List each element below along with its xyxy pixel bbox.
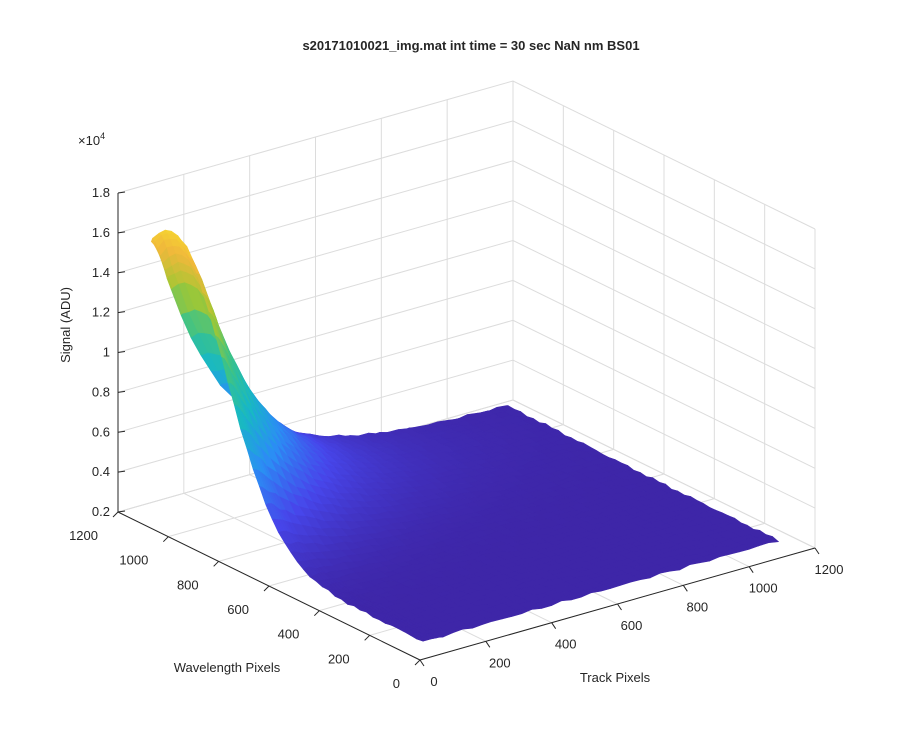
- z-axis-label: Signal (ADU): [58, 287, 73, 363]
- grid-line: [117, 160, 816, 310]
- y-tick-mark: [313, 610, 320, 617]
- x-tick-mark: [617, 603, 622, 611]
- grid-line: [117, 200, 816, 350]
- z-tick-mark: [117, 271, 126, 274]
- grid-line: [117, 80, 816, 230]
- grid-line: [117, 399, 816, 549]
- x-tick-mark: [419, 659, 425, 667]
- y-tick-label: 600: [227, 602, 249, 617]
- z-tick-mark: [117, 351, 126, 353]
- grid-line: [117, 279, 816, 429]
- x-tick-label: 600: [621, 618, 643, 633]
- z-tick-mark: [117, 231, 126, 234]
- z-tick-label: 0.2: [92, 504, 110, 519]
- x-tick-mark: [485, 641, 491, 648]
- surface-patch: [416, 638, 427, 642]
- y-tick-mark: [112, 511, 119, 518]
- z-tick-label: 1.2: [92, 305, 110, 320]
- y-tick-label: 200: [328, 651, 350, 666]
- z-tick-mark: [117, 191, 126, 194]
- x-axis-ticks: 0 200 400 600 800 1000 1200: [419, 547, 844, 689]
- z-tick-label: 1.8: [92, 185, 110, 200]
- x-tick-mark: [682, 585, 688, 592]
- y-tick-mark: [263, 585, 270, 592]
- z-axis-ticks: 0.2 0.4 0.6 0.8 1 1.2 1.4 1.6 1.8: [92, 185, 126, 519]
- z-tick-label: 1.6: [92, 225, 110, 240]
- z-tick-label: 1: [103, 345, 110, 360]
- z-scale-base: ×10: [78, 133, 100, 148]
- z-tick-label: 1.4: [92, 265, 110, 280]
- z-scale-exponent: 4: [100, 131, 105, 141]
- x-tick-mark: [748, 566, 754, 573]
- x-tick-label: 800: [686, 599, 708, 614]
- x-tick-label: 400: [555, 637, 577, 652]
- z-tick-label: 0.8: [92, 384, 110, 399]
- x-tick-label: 1200: [815, 562, 844, 577]
- chart-title: s20171010021_img.mat int time = 30 sec N…: [302, 38, 639, 53]
- grid-line: [117, 120, 816, 270]
- z-tick-label: 0.6: [92, 424, 110, 439]
- z-tick-mark: [117, 311, 126, 314]
- y-tick-label: 400: [278, 627, 300, 642]
- y-tick-label: 1000: [119, 553, 148, 568]
- y-axis-label: Wavelength Pixels: [174, 660, 281, 675]
- z-tick-mark: [117, 430, 126, 433]
- z-tick-mark: [117, 470, 126, 473]
- y-tick-mark: [414, 659, 421, 666]
- grid-line: [117, 239, 816, 389]
- x-tick-mark: [551, 622, 557, 629]
- y-tick-mark: [364, 634, 371, 641]
- x-tick-label: 0: [430, 674, 437, 689]
- y-axis-ticks: 0 200 400 600 800 1000 1200: [69, 511, 421, 691]
- x-axis-label: Track Pixels: [580, 670, 651, 685]
- z-axis-scale-factor: ×104: [78, 131, 105, 148]
- x-tick-mark: [814, 547, 820, 555]
- z-tick-mark: [117, 510, 126, 513]
- y-tick-label: 800: [177, 577, 199, 592]
- surface-plot: [151, 229, 779, 642]
- y-tick-mark: [162, 536, 169, 543]
- x-tick-label: 1000: [749, 581, 778, 596]
- z-tick-label: 0.4: [92, 464, 110, 479]
- x-tick-label: 200: [489, 655, 511, 670]
- y-tick-mark: [213, 560, 220, 567]
- y-tick-label: 1200: [69, 528, 98, 543]
- z-tick-mark: [117, 390, 126, 393]
- y-tick-label: 0: [393, 676, 400, 691]
